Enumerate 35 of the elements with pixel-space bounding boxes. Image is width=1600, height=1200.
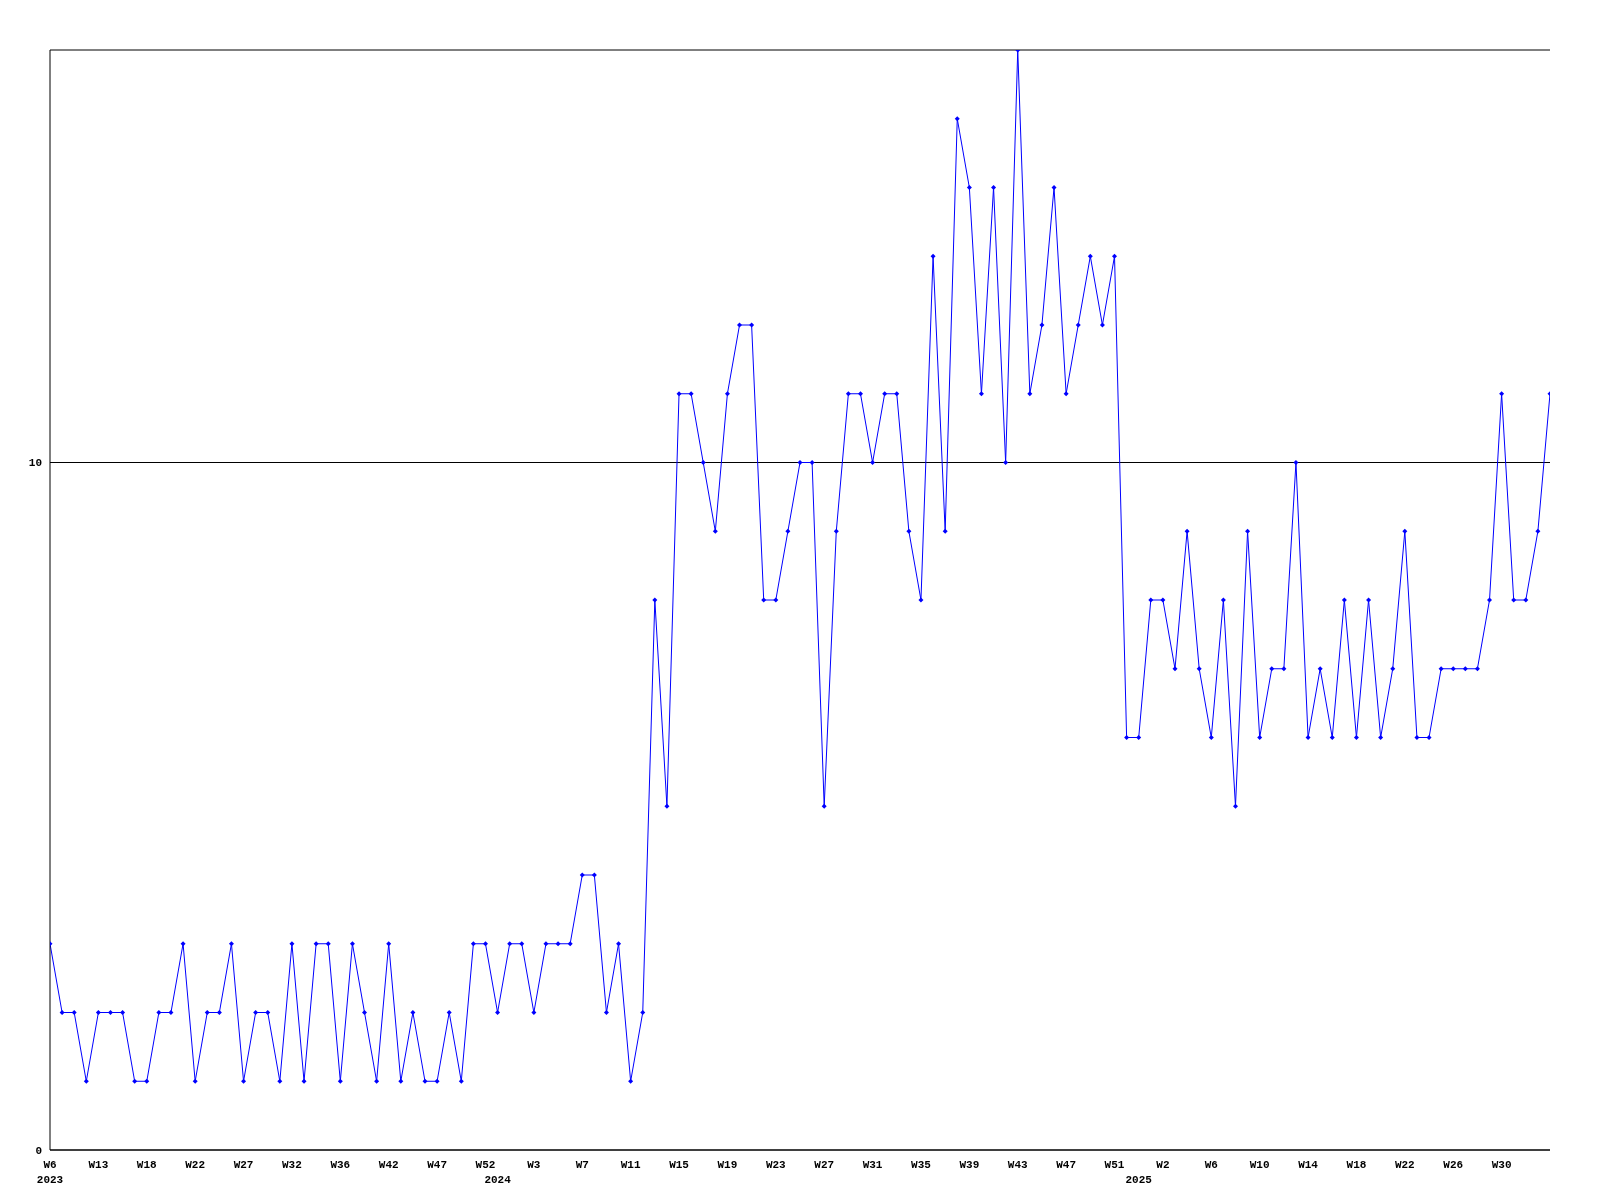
x-tick-label: W43 [1007,1159,1029,1171]
x-tick-label: W7 [575,1159,589,1171]
x-tick-label: W52 [475,1159,496,1171]
x-tick-label: W22 [185,1159,206,1171]
x-tick-label: W30 [1491,1159,1512,1171]
x-tick-label: W13 [88,1159,109,1171]
x-tick-label: W35 [911,1159,932,1171]
x-tick-label: W14 [1298,1159,1319,1171]
x-tick-label: W26 [1443,1159,1464,1171]
x-tick-label: W2 [1156,1159,1170,1171]
x-tick-label: W39 [959,1159,980,1171]
x-tick-label: W47 [427,1159,447,1171]
x-tick-label: W15 [669,1159,690,1171]
x-tick-label: W22 [1394,1159,1415,1171]
x-tick-label: W27 [814,1159,835,1171]
x-tick-label: W31 [862,1159,883,1171]
x-tick-label: W32 [282,1159,302,1171]
x-tick-label: W36 [330,1159,351,1171]
x-tick-label: 2025 [1125,1174,1153,1186]
x-tick-label: W47 [1056,1159,1077,1171]
y-tick-label: 10 [28,457,42,470]
x-tick-label: W3 [527,1159,541,1171]
x-tick-label: 2024 [484,1174,512,1186]
x-tick-label: W23 [765,1159,787,1171]
x-tick-label: W51 [1104,1159,1125,1171]
x-tick-label: W18 [136,1159,158,1171]
x-tick-label: W19 [717,1159,738,1171]
x-tick-label: W6 [1204,1159,1218,1171]
x-tick-label: W11 [620,1159,641,1171]
y-tick-label: 0 [35,1144,42,1157]
x-tick-label: W10 [1249,1159,1270,1171]
x-tick-label: W18 [1346,1159,1367,1171]
x-tick-label: W27 [233,1159,254,1171]
x-tick-label: W6 2023 [36,1159,64,1186]
x-tick-label: W42 [378,1159,399,1171]
